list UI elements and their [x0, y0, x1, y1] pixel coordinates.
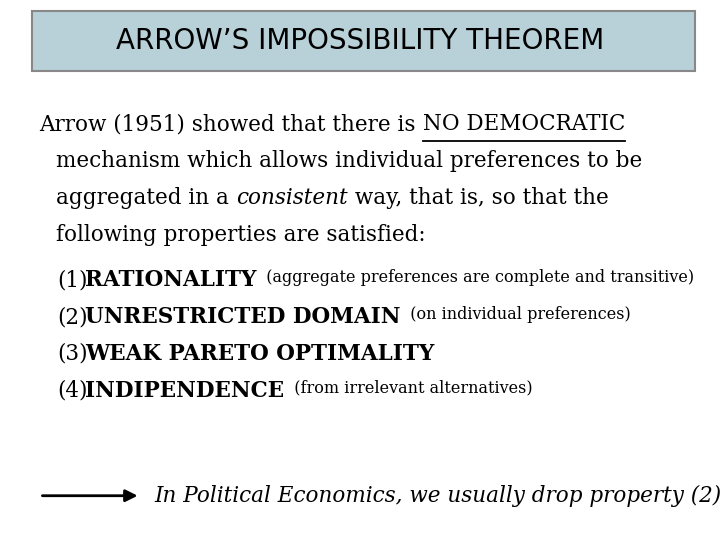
Text: (4): (4): [58, 380, 88, 402]
Text: UNRESTRICTED DOMAIN: UNRESTRICTED DOMAIN: [85, 306, 400, 328]
Text: RATIONALITY: RATIONALITY: [85, 269, 256, 292]
Text: aggregated in a: aggregated in a: [56, 187, 236, 209]
Text: way, that is, so that the: way, that is, so that the: [348, 187, 608, 209]
Text: mechanism which allows individual preferences to be: mechanism which allows individual prefer…: [56, 150, 642, 172]
FancyBboxPatch shape: [32, 11, 695, 71]
Text: (3): (3): [58, 343, 89, 365]
Text: Arrow (1951) showed that there is: Arrow (1951) showed that there is: [40, 113, 423, 136]
Text: In Political Economics, we usually drop property (2): In Political Economics, we usually drop …: [155, 485, 720, 507]
Text: (on individual preferences): (on individual preferences): [400, 306, 631, 323]
Text: consistent: consistent: [236, 187, 348, 209]
Text: ARROW’S IMPOSSIBILITY THEOREM: ARROW’S IMPOSSIBILITY THEOREM: [116, 27, 604, 55]
Text: INDIPENDENCE: INDIPENDENCE: [85, 380, 284, 402]
Text: NO DEMOCRATIC: NO DEMOCRATIC: [423, 113, 626, 136]
Text: (2): (2): [58, 306, 89, 328]
Text: (from irrelevant alternatives): (from irrelevant alternatives): [284, 380, 533, 396]
Text: WEAK PARETO OPTIMALITY: WEAK PARETO OPTIMALITY: [85, 343, 434, 365]
Text: (aggregate preferences are complete and transitive): (aggregate preferences are complete and …: [256, 269, 695, 286]
Text: (1): (1): [58, 269, 88, 292]
Text: following properties are satisfied:: following properties are satisfied:: [56, 224, 426, 246]
